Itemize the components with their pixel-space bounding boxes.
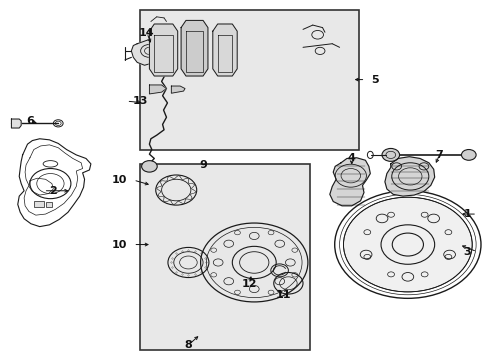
Circle shape <box>343 197 471 292</box>
Polygon shape <box>149 24 177 76</box>
Text: 14: 14 <box>139 28 155 38</box>
Circle shape <box>155 58 172 71</box>
Text: 6: 6 <box>26 116 34 126</box>
Text: 8: 8 <box>184 340 192 350</box>
Polygon shape <box>329 158 369 206</box>
Text: 5: 5 <box>370 75 378 85</box>
Polygon shape <box>171 86 184 93</box>
Polygon shape <box>212 24 237 76</box>
Circle shape <box>461 149 475 160</box>
Text: 12: 12 <box>241 279 257 289</box>
Bar <box>45 202 52 207</box>
Text: 9: 9 <box>199 160 206 170</box>
Text: 10: 10 <box>112 175 127 185</box>
Text: 13: 13 <box>132 96 147 106</box>
Polygon shape <box>181 21 207 76</box>
Bar <box>34 201 43 207</box>
Text: 1: 1 <box>463 209 470 219</box>
Polygon shape <box>149 85 166 94</box>
Text: 7: 7 <box>435 150 443 160</box>
Polygon shape <box>11 119 21 128</box>
Circle shape <box>142 161 157 172</box>
Polygon shape <box>131 40 166 65</box>
Bar <box>140 10 358 149</box>
Bar <box>140 164 310 350</box>
Text: 4: 4 <box>347 153 355 163</box>
Circle shape <box>381 148 399 161</box>
Text: 3: 3 <box>463 247 470 257</box>
Text: 11: 11 <box>275 290 291 300</box>
Text: 2: 2 <box>49 186 57 196</box>
Text: 10: 10 <box>112 239 127 249</box>
Polygon shape <box>384 157 434 196</box>
